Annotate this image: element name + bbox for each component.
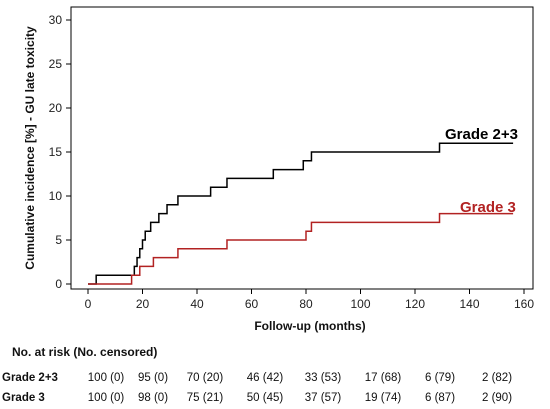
- risk-cell: 46 (42): [246, 372, 284, 384]
- risk-cell: 98 (0): [137, 392, 169, 404]
- risk-cell: 95 (0): [137, 372, 169, 384]
- risk-table-title: No. at risk (No. censored): [12, 345, 158, 359]
- risk-row-label: Grade 2+3: [2, 372, 58, 384]
- y-tick-label: 25: [49, 57, 63, 71]
- x-tick-label: 160: [514, 297, 534, 311]
- x-tick-label: 40: [190, 297, 204, 311]
- x-tick-label: 60: [245, 297, 259, 311]
- series-label-grade-2-3: Grade 2+3: [445, 126, 518, 143]
- risk-cell: 33 (53): [304, 372, 342, 384]
- y-tick-label: 5: [55, 233, 62, 247]
- y-tick-label: 10: [49, 189, 63, 203]
- cumulative-incidence-chart: 0 5 10 15 20 25 30 0 20 40 60 80 100 120 140 160 Follo…: [23, 6, 534, 333]
- risk-cell: 2 (82): [481, 372, 513, 384]
- risk-cell: 100 (0): [87, 372, 125, 384]
- risk-cell: 37 (57): [304, 392, 342, 404]
- x-tick-label: 120: [405, 297, 425, 311]
- risk-cell: 75 (21): [186, 392, 224, 404]
- x-tick-label: 80: [299, 297, 313, 311]
- y-tick-label: 0: [55, 277, 62, 291]
- risk-table-row: Grade 3 100 (0) 98 (0) 75 (21) 50 (45) 37 (57…: [0, 392, 550, 408]
- risk-cell: 19 (74): [364, 392, 402, 404]
- plot-frame: [70, 6, 534, 290]
- y-tick-label: 15: [49, 145, 63, 159]
- y-axis: 0 5 10 15 20 25 30: [49, 13, 71, 291]
- risk-cell: 70 (20): [186, 372, 224, 384]
- risk-cell: 17 (68): [364, 372, 402, 384]
- series-line-grade-2-3: [88, 142, 514, 285]
- risk-cell: 2 (90): [481, 392, 513, 404]
- x-tick-label: 140: [459, 297, 479, 311]
- x-axis: 0 20 40 60 80 100 120 140 160: [85, 289, 534, 311]
- x-tick-label: 100: [350, 297, 370, 311]
- y-tick-label: 30: [49, 13, 63, 27]
- risk-table-row: Grade 2+3 100 (0) 95 (0) 70 (20) 46 (42) 33 (…: [0, 372, 550, 388]
- x-tick-label: 20: [136, 297, 150, 311]
- x-tick-label: 0: [85, 297, 92, 311]
- y-tick-label: 20: [49, 101, 63, 115]
- series-label-grade-3: Grade 3: [460, 199, 516, 216]
- risk-cell: 6 (79): [424, 372, 456, 384]
- risk-cell: 100 (0): [87, 392, 125, 404]
- series-lines: [88, 142, 514, 285]
- x-axis-title: Follow-up (months): [254, 319, 365, 333]
- risk-row-label: Grade 3: [2, 392, 45, 404]
- y-axis-title: Cumulative incidence [%] - GU late toxic…: [23, 26, 37, 270]
- risk-cell: 50 (45): [246, 392, 284, 404]
- risk-cell: 6 (87): [424, 392, 456, 404]
- series-line-grade-3: [88, 212, 514, 285]
